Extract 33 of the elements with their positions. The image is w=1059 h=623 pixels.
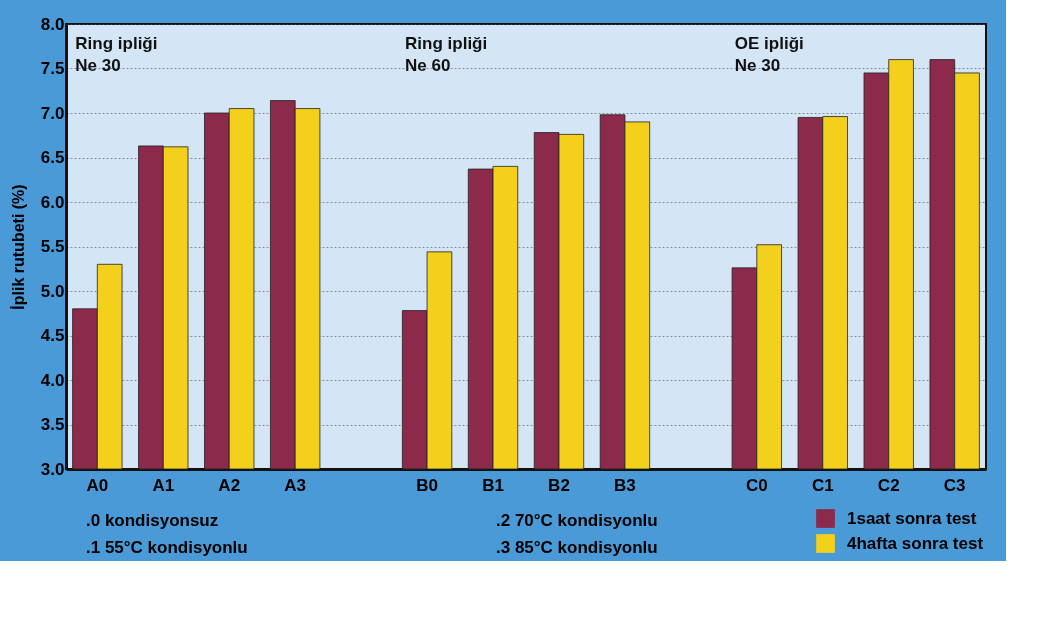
legend-label: 1saat sonra test <box>847 508 977 528</box>
x-tick-label: A1 <box>152 475 175 495</box>
annotation: OE ipliği Ne 30 <box>734 34 804 75</box>
x-tick-label: B2 <box>548 475 570 495</box>
y-tick-label: 6.0 <box>40 192 65 212</box>
text: .2 70°C kondisyonlu <box>496 511 658 530</box>
x-tick-label: C3 <box>943 475 966 495</box>
y-tick-label: 5.5 <box>40 237 65 256</box>
x-tick-label: A0 <box>86 475 109 495</box>
y-tick-label: 6.5 <box>40 148 65 167</box>
legend-label: 4hafta sonra test <box>847 533 984 553</box>
x-tick-label: C2 <box>877 475 900 495</box>
text: .3 85°C kondisyonlu <box>496 538 658 557</box>
y-tick-label: 5.0 <box>40 281 65 301</box>
x-tick-label: C0 <box>745 475 768 495</box>
y-tick-label: 7.0 <box>40 103 65 123</box>
text: .1 55°C kondisyonlu <box>86 538 248 557</box>
x-tick-label: B0 <box>416 475 438 495</box>
y-axis-title: İplik rutubeti (%) <box>9 184 27 310</box>
y-tick-label: 3.0 <box>40 459 65 479</box>
x-tick-label: A2 <box>218 475 241 495</box>
annotation: Ring ipliği Ne 60 <box>405 34 488 75</box>
x-tick-label: C1 <box>811 475 834 495</box>
x-tick-label: B1 <box>482 475 504 495</box>
annotation: Ring ipliği Ne 30 <box>75 34 158 75</box>
y-tick-label: 4.0 <box>40 370 65 390</box>
x-tick-label: A3 <box>284 475 307 495</box>
y-tick-label: 4.5 <box>40 326 65 345</box>
text: .0 kondisyonsuz <box>86 511 219 530</box>
x-tick-label: B3 <box>614 475 636 495</box>
y-tick-label: 7.5 <box>40 59 65 78</box>
y-tick-label: 3.5 <box>40 415 65 434</box>
y-tick-label: 8.0 <box>40 14 65 34</box>
